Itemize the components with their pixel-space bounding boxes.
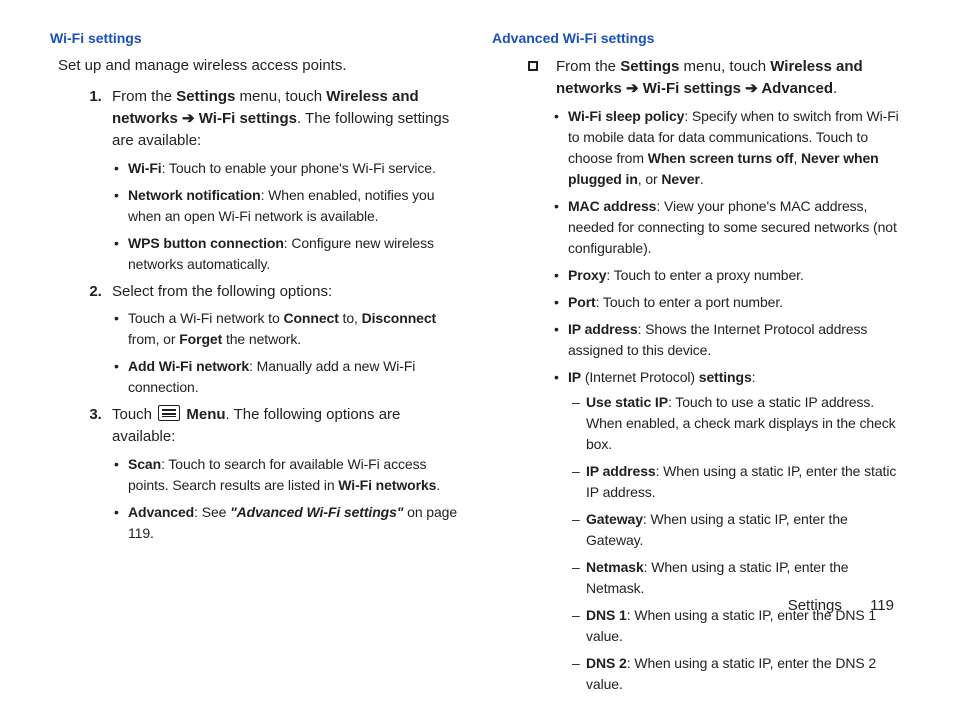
t: Advanced — [761, 80, 833, 97]
page: Wi-Fi settings Set up and manage wireles… — [0, 0, 954, 636]
t: . — [436, 477, 440, 493]
t: from, or — [128, 331, 179, 347]
t: DNS 1 — [586, 607, 627, 623]
t: Touch a Wi-Fi network to — [128, 310, 283, 326]
t: Port — [568, 294, 596, 310]
t: Menu — [186, 406, 225, 423]
list-item: DNS 2: When using a static IP, enter the… — [572, 653, 904, 695]
t: Netmask — [586, 559, 644, 575]
t: IP — [568, 369, 581, 385]
t: : Touch to enable your phone's Wi-Fi ser… — [162, 160, 436, 176]
step3-text: Touch Menu. The following options are av… — [112, 406, 400, 445]
list-item: Gateway: When using a static IP, enter t… — [572, 509, 904, 551]
step-3: Touch Menu. The following options are av… — [106, 404, 462, 544]
t: settings — [699, 369, 752, 385]
t: Settings — [620, 58, 679, 75]
step-2: Select from the following options: Touch… — [106, 281, 462, 399]
list-item: IP address: When using a static IP, ente… — [572, 461, 904, 503]
heading-wifi-settings: Wi-Fi settings — [50, 30, 462, 46]
t: , — [793, 150, 801, 166]
t: menu, touch — [679, 58, 770, 75]
list-item: Touch a Wi-Fi network to Connect to, Dis… — [114, 308, 462, 350]
t: : When using a static IP, enter the DNS … — [586, 655, 876, 692]
t: Advanced — [128, 504, 194, 520]
t: IP address — [568, 321, 638, 337]
t: to, — [339, 310, 362, 326]
columns: Wi-Fi settings Set up and manage wireles… — [50, 30, 904, 701]
menu-icon — [158, 405, 180, 421]
list-item: Add Wi-Fi network: Manually add a new Wi… — [114, 356, 462, 398]
t: From the — [556, 58, 620, 75]
step1-bullets: Wi-Fi: Touch to enable your phone's Wi-F… — [112, 158, 462, 275]
step2-text: Select from the following options: — [112, 283, 332, 300]
t: Forget — [179, 331, 222, 347]
list-item: Port: Touch to enter a port number. — [554, 292, 904, 313]
left-column: Wi-Fi settings Set up and manage wireles… — [50, 30, 462, 701]
t: Disconnect — [362, 310, 436, 326]
lead-item: From the Settings menu, touch Wireless a… — [528, 56, 904, 100]
step2-bullets: Touch a Wi-Fi network to Connect to, Dis… — [112, 308, 462, 398]
lead-text: From the Settings menu, touch Wireless a… — [556, 56, 904, 100]
ip-sublist: Use static IP: Touch to use a static IP … — [568, 392, 904, 695]
arrow-icon: ➔ — [622, 80, 643, 97]
page-footer: Settings 119 — [788, 597, 894, 614]
arrow-icon: ➔ — [741, 80, 761, 97]
t: Wi-Fi settings — [199, 110, 297, 127]
t: Scan — [128, 456, 161, 472]
cross-ref: "Advanced Wi-Fi settings" — [230, 504, 403, 520]
t: the network. — [222, 331, 301, 347]
t: DNS 2 — [586, 655, 627, 671]
t: Never — [661, 171, 699, 187]
list-item: IP address: Shows the Internet Protocol … — [554, 319, 904, 361]
t: Touch — [112, 406, 156, 423]
list-item: Wi-Fi sleep policy: Specify when to swit… — [554, 106, 904, 190]
step-1: From the Settings menu, touch Wireless a… — [106, 86, 462, 274]
t: Wi-Fi sleep policy — [568, 108, 684, 124]
t: Network notification — [128, 187, 261, 203]
list-item: Netmask: When using a static IP, enter t… — [572, 557, 904, 599]
t: menu, touch — [235, 88, 326, 105]
t: IP address — [586, 463, 656, 479]
square-bullet-icon — [528, 61, 538, 71]
t: Wi-Fi networks — [338, 477, 436, 493]
t: : Touch to enter a proxy number. — [606, 267, 803, 283]
step1-text: From the Settings menu, touch Wireless a… — [112, 88, 449, 149]
t: Use static IP — [586, 394, 668, 410]
step3-bullets: Scan: Touch to search for available Wi-F… — [112, 454, 462, 544]
t: : See — [194, 504, 230, 520]
t: Settings — [176, 88, 235, 105]
t: Wi-Fi — [128, 160, 162, 176]
t: : Touch to enter a port number. — [596, 294, 783, 310]
t: When screen turns off — [648, 150, 794, 166]
list-item: Advanced: See "Advanced Wi-Fi settings" … — [114, 502, 462, 544]
footer-section: Settings — [788, 597, 842, 614]
list-item: Proxy: Touch to enter a proxy number. — [554, 265, 904, 286]
list-item: MAC address: View your phone's MAC addre… — [554, 196, 904, 259]
t: Connect — [283, 310, 338, 326]
intro-text: Set up and manage wireless access points… — [58, 56, 462, 76]
t: From the — [112, 88, 176, 105]
t: Gateway — [586, 511, 643, 527]
t: Wi-Fi settings — [643, 80, 741, 97]
arrow-icon: ➔ — [178, 110, 199, 127]
list-item: Wi-Fi: Touch to enable your phone's Wi-F… — [114, 158, 462, 179]
list-item: Network notification: When enabled, noti… — [114, 185, 462, 227]
t: MAC address — [568, 198, 656, 214]
t: WPS button connection — [128, 235, 284, 251]
t: (Internet Protocol) — [581, 369, 699, 385]
list-item: WPS button connection: Configure new wir… — [114, 233, 462, 275]
footer-page-number: 119 — [870, 597, 894, 614]
t: Proxy — [568, 267, 606, 283]
list-item: IP (Internet Protocol) settings: Use sta… — [554, 367, 904, 695]
list-item: Use static IP: Touch to use a static IP … — [572, 392, 904, 455]
t: . — [833, 80, 837, 97]
heading-advanced: Advanced Wi-Fi settings — [492, 30, 904, 46]
t: Add Wi-Fi network — [128, 358, 249, 374]
list-item: Scan: Touch to search for available Wi-F… — [114, 454, 462, 496]
numbered-steps: From the Settings menu, touch Wireless a… — [50, 86, 462, 544]
t: . — [700, 171, 704, 187]
t: , or — [638, 171, 662, 187]
t: : — [752, 369, 756, 385]
